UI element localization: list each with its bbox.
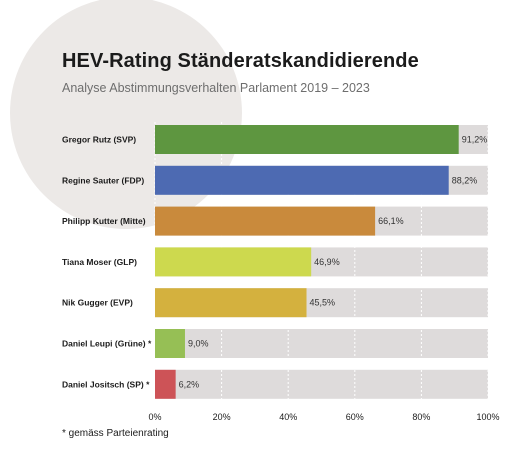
bar-track xyxy=(155,369,488,399)
category-label: Nik Gugger (EVP) xyxy=(62,298,133,308)
category-label: Daniel Jositsch (SP) * xyxy=(62,379,150,389)
category-label: Tiana Moser (GLP) xyxy=(62,257,137,267)
bar-track xyxy=(155,329,488,358)
bar xyxy=(155,329,185,358)
value-label: 91,2% xyxy=(462,135,488,145)
x-tick-label: 20% xyxy=(213,412,231,422)
bar xyxy=(155,165,449,195)
value-label: 45,5% xyxy=(310,298,336,308)
x-tick-label: 80% xyxy=(412,412,430,422)
category-label: Gregor Rutz (SVP) xyxy=(62,135,136,145)
value-label: 9,0% xyxy=(188,339,209,349)
footnote: * gemäss Parteienrating xyxy=(62,428,169,439)
category-label: Regine Sauter (FDP) xyxy=(62,175,144,185)
bar xyxy=(155,369,176,399)
chart-subtitle: Analyse Abstimmungsverhalten Parlament 2… xyxy=(62,81,370,95)
bar xyxy=(155,247,312,277)
value-label: 46,9% xyxy=(314,257,340,267)
category-label: Philipp Kutter (Mitte) xyxy=(62,216,146,226)
category-label: Daniel Leupi (Grüne) * xyxy=(62,339,152,349)
bar xyxy=(155,125,459,154)
x-tick-label: 0% xyxy=(148,412,161,422)
bar xyxy=(155,206,376,236)
x-tick-label: 40% xyxy=(279,412,297,422)
x-tick-label: 100% xyxy=(476,412,499,422)
bar xyxy=(155,288,307,318)
chart-title: HEV-Rating Ständeratskandidierende xyxy=(62,50,419,72)
value-label: 6,2% xyxy=(179,379,200,389)
value-label: 88,2% xyxy=(452,175,478,185)
value-label: 66,1% xyxy=(378,216,404,226)
x-tick-label: 60% xyxy=(346,412,364,422)
